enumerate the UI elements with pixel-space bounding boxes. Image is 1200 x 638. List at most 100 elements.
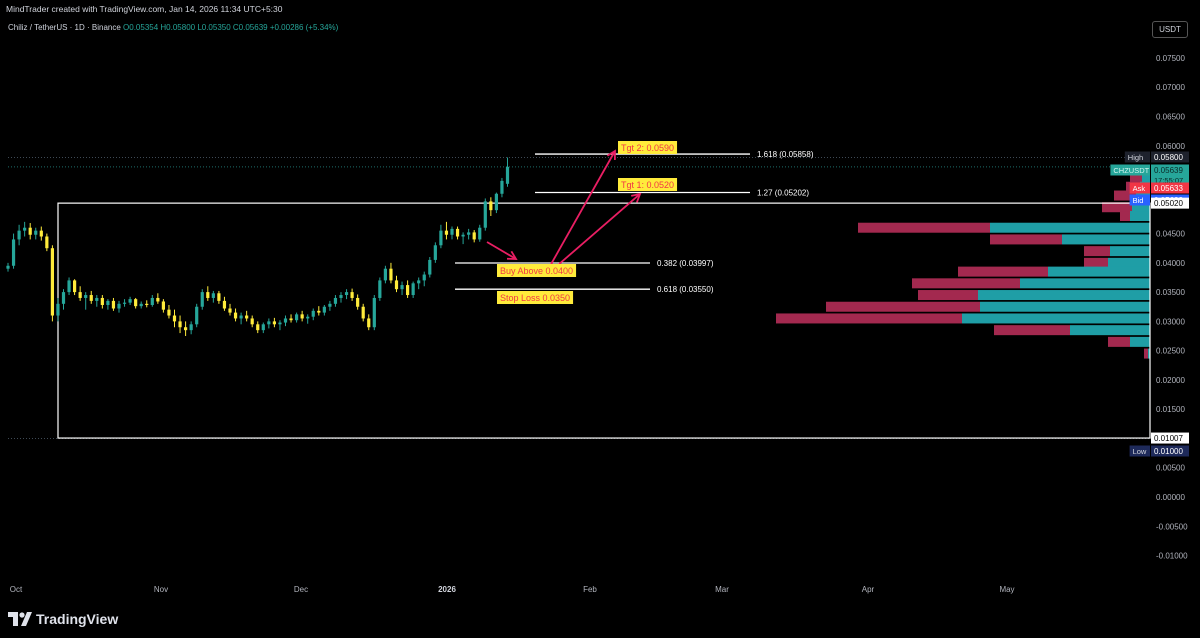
candle-body	[233, 312, 238, 319]
price-axis-tag: High	[1128, 153, 1143, 162]
candle-body	[45, 236, 49, 249]
volume-profile-down-bar	[994, 325, 1070, 336]
candle-body	[372, 297, 376, 328]
price-axis-label-value: 0.01007	[1154, 434, 1183, 443]
price-axis-label-bg	[1151, 432, 1189, 444]
price-axis-label-countdown: 17:55:07	[1154, 176, 1183, 185]
candle-body	[461, 234, 465, 237]
x-axis-tick-label: Feb	[583, 585, 597, 594]
volume-profile-up-bar	[1110, 246, 1150, 257]
candle-body	[272, 321, 276, 325]
currency-button[interactable]: USDT	[1152, 21, 1188, 38]
price-axis-tag: Ask	[1133, 184, 1146, 193]
target-arrow-head	[506, 250, 518, 260]
price-axis-tag-bg	[1129, 445, 1150, 457]
price-axis-tag: Low	[1133, 447, 1147, 456]
candle-body	[256, 324, 260, 331]
x-axis-tick-label: Apr	[862, 585, 875, 594]
price-axis-tag-bg	[1124, 151, 1150, 163]
candle-body	[489, 201, 493, 211]
volume-profile-up-bar	[1048, 266, 1150, 277]
volume-profile-down-bar	[1084, 246, 1110, 257]
candle-body	[361, 306, 365, 319]
volume-profile-down-bar	[776, 313, 962, 324]
symbol-legend[interactable]: Chiliz / TetherUS · 1D · Binance O0.0535…	[8, 23, 338, 32]
annotation-label: Buy Above 0.0400	[500, 266, 573, 276]
volume-profile-up-bar	[978, 290, 1150, 301]
price-axis-label-value: 0.05020	[1154, 199, 1183, 208]
volume-profile-up-bar	[1108, 257, 1150, 268]
price-axis-tag-bg	[1129, 194, 1150, 206]
volume-profile-up-bar	[1148, 348, 1150, 359]
candle-body	[472, 232, 476, 240]
candle-body	[89, 295, 93, 301]
annotation-label-bg	[497, 291, 574, 304]
y-axis-tick-label: 0.06000	[1156, 142, 1185, 151]
candle-body	[300, 314, 304, 319]
candle-body	[406, 285, 410, 296]
candle-body	[261, 324, 265, 331]
volume-profile-down-bar	[1102, 202, 1132, 213]
y-axis-tick-label: 0.00000	[1156, 493, 1185, 502]
tradingview-logo[interactable]: TradingView	[8, 611, 118, 627]
candle-body	[189, 324, 193, 331]
candle-body	[156, 297, 160, 302]
candle-body	[417, 280, 421, 284]
candle-body	[61, 292, 66, 304]
candle-body	[483, 201, 487, 228]
candle-body	[178, 321, 182, 328]
price-axis-label-value: 0.05800	[1154, 153, 1183, 162]
creator-line: MindTrader created with TradingView.com,…	[6, 4, 283, 14]
volume-profile-down-bar	[1084, 257, 1108, 268]
candle-body	[494, 193, 498, 211]
annotation-label-bg	[618, 178, 678, 191]
y-axis-tick-label: 0.03500	[1156, 288, 1185, 297]
volume-profile-up-bar	[1062, 234, 1150, 245]
candle-body	[500, 180, 504, 194]
candle-body	[250, 318, 254, 325]
price-axis-label-bg	[1151, 197, 1189, 209]
volume-profile-down-bar	[1120, 211, 1130, 222]
candle-body	[172, 315, 177, 322]
y-axis-tick-label: 0.01500	[1156, 405, 1185, 414]
y-axis-tick-label: 0.04000	[1156, 259, 1185, 268]
annotation-label: Tgt 2: 0.0590	[621, 143, 674, 153]
volume-profile-down-bar	[1130, 172, 1142, 183]
candle-body	[278, 322, 282, 325]
volume-profile-up-bar	[1130, 211, 1150, 222]
candle-body	[122, 302, 127, 304]
candle-body	[106, 300, 110, 305]
y-axis-tick-label: 0.06500	[1156, 112, 1185, 121]
target-arrow-line	[549, 150, 616, 267]
candle-body	[383, 268, 387, 281]
price-axis-tag: CHZUSDT	[1113, 166, 1149, 175]
candle-body	[289, 318, 293, 321]
candle-body	[161, 301, 165, 310]
y-axis-tick-label: 0.02000	[1156, 376, 1185, 385]
volume-profile-up-bar	[1142, 172, 1150, 183]
candle-body	[95, 297, 99, 301]
candle-body	[78, 292, 82, 298]
candle-body	[422, 274, 426, 281]
candle-body	[84, 295, 88, 298]
y-axis-tick-label: 0.07500	[1156, 54, 1185, 63]
footer	[0, 600, 1200, 638]
candle-body	[211, 293, 215, 298]
price-axis-label-bg	[1151, 445, 1189, 457]
candle-body	[228, 308, 232, 313]
candle-body	[339, 295, 343, 298]
volume-profile-up-bar	[1070, 325, 1150, 336]
candle-body	[150, 297, 154, 305]
volume-profile-down-bar	[1114, 190, 1136, 201]
candle-body	[505, 166, 510, 184]
candle-body	[322, 306, 326, 313]
y-axis-tick-label: 0.04500	[1156, 230, 1185, 239]
candle-body	[56, 303, 60, 316]
candle-body	[328, 303, 332, 307]
y-axis-tick-label: 0.00500	[1156, 464, 1185, 473]
candle-body	[134, 299, 138, 307]
candle-body	[6, 265, 10, 269]
candle-body	[356, 297, 360, 307]
candle-body	[184, 327, 188, 331]
